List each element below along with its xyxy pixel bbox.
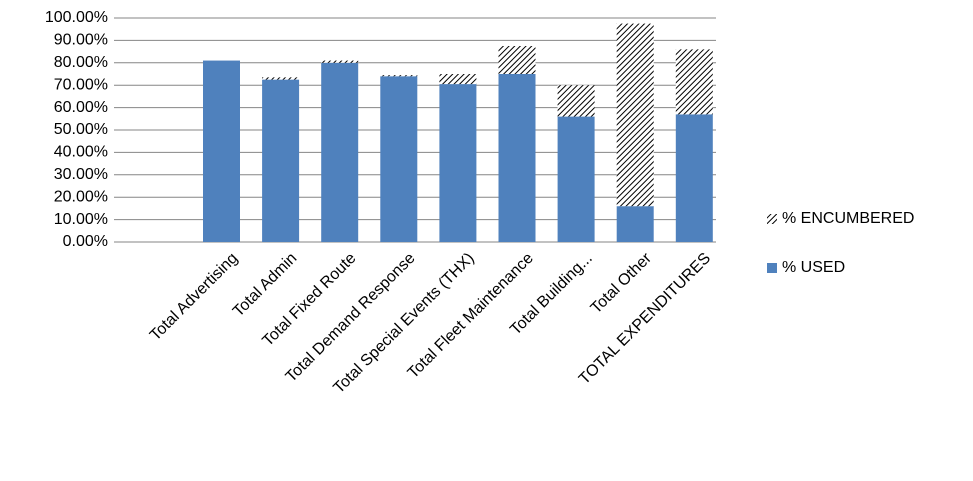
bar-segment <box>439 74 477 85</box>
bar-segment <box>675 49 713 115</box>
y-tick-label: 0.00% <box>63 233 108 250</box>
y-tick-label: 70.00% <box>54 76 108 93</box>
y-tick-label: 50.00% <box>54 121 108 138</box>
bar-segment <box>321 60 359 63</box>
bar-segment <box>557 116 595 242</box>
bar-segment <box>321 62 359 242</box>
y-tick-label: 20.00% <box>54 188 108 205</box>
legend-swatch <box>767 263 777 273</box>
bar-segment <box>380 75 418 77</box>
x-tick-label: Total Advertising <box>147 250 241 344</box>
bar-segment <box>616 23 654 207</box>
bar-segment <box>675 114 713 242</box>
legend-label: % USED <box>782 259 845 276</box>
bar-segment <box>203 60 240 243</box>
bar-segment <box>439 84 477 242</box>
bar-segment <box>616 206 654 242</box>
y-tick-label: 80.00% <box>54 54 108 71</box>
y-tick-label: 60.00% <box>54 99 108 116</box>
y-tick-label: 100.00% <box>45 9 108 26</box>
bar-segment <box>262 77 300 80</box>
bar-segment <box>380 76 418 243</box>
y-tick-label: 40.00% <box>54 144 108 161</box>
legend-swatch <box>767 214 777 224</box>
bar-segment <box>262 79 300 242</box>
y-tick-label: 90.00% <box>54 32 108 49</box>
y-tick-label: 30.00% <box>54 166 108 183</box>
legend-label: % ENCUMBERED <box>782 210 914 227</box>
bar-segment <box>557 85 595 117</box>
bar-segment <box>498 74 536 242</box>
y-tick-label: 10.00% <box>54 211 108 228</box>
bar-segment <box>498 46 536 74</box>
